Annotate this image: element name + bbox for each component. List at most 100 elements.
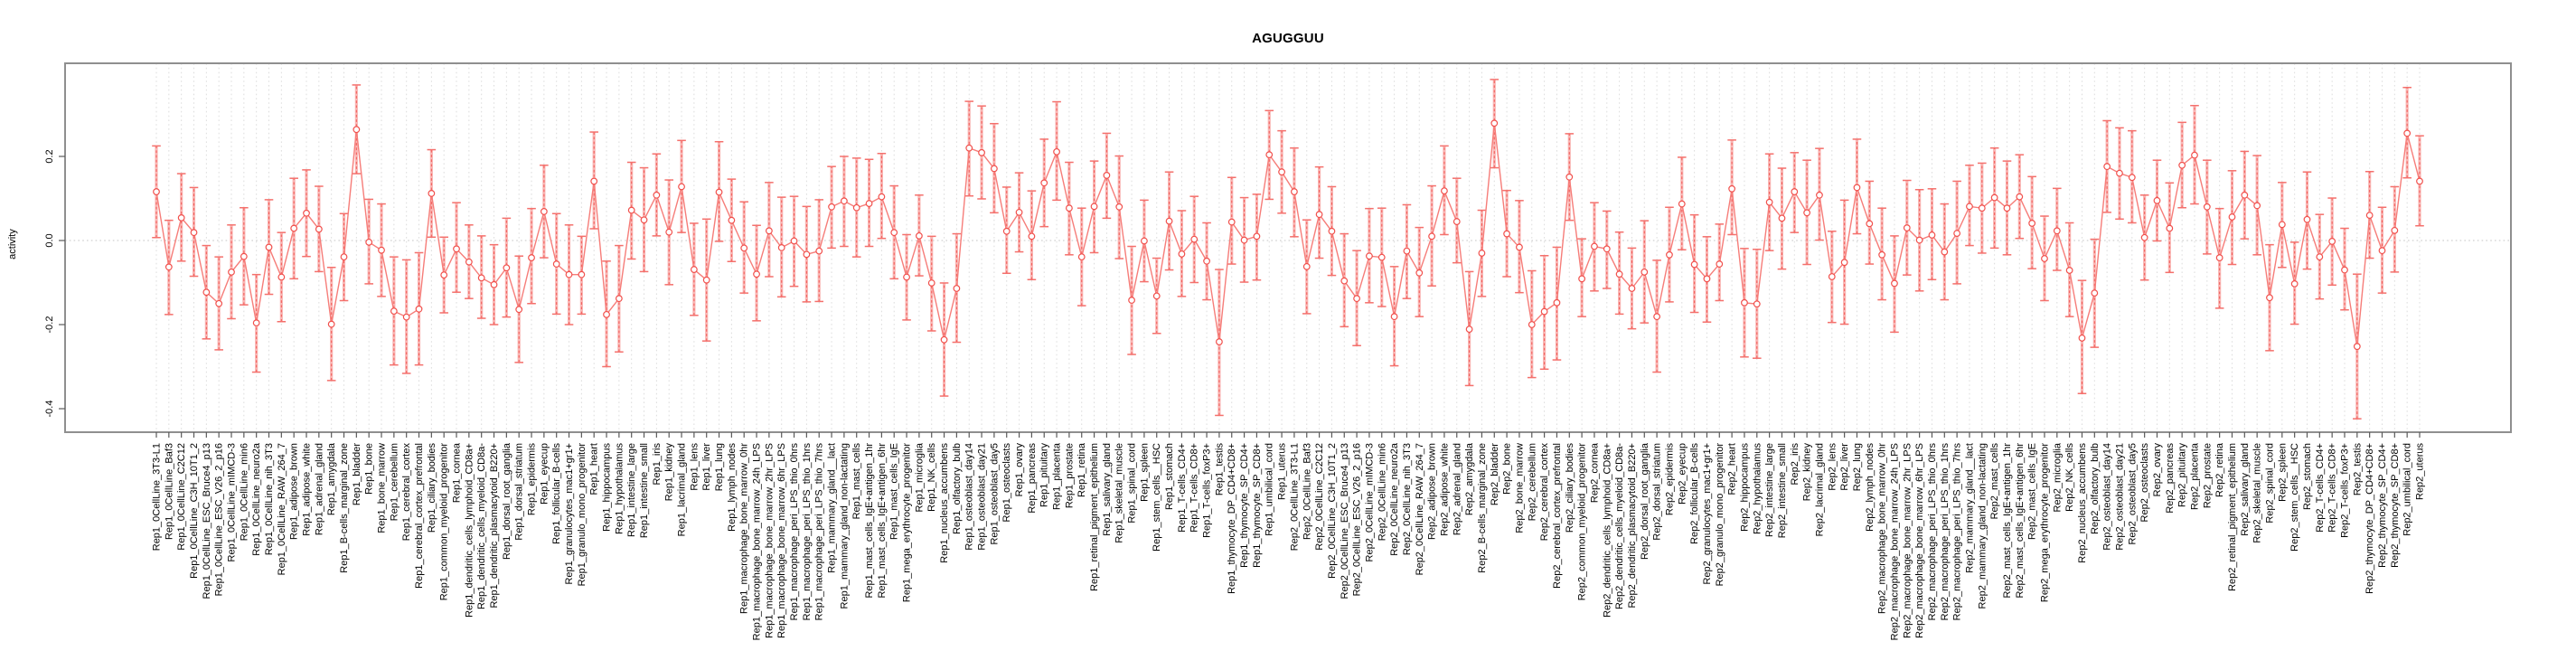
svg-text:Rep1_lens: Rep1_lens — [689, 443, 700, 491]
svg-text:Rep1_dorsal_root_ganglia: Rep1_dorsal_root_ganglia — [502, 442, 512, 560]
svg-text:Rep1_lymph_nodes: Rep1_lymph_nodes — [727, 443, 738, 532]
trend-line — [155, 123, 2421, 347]
svg-text:Rep2_dorsal_root_ganglia: Rep2_dorsal_root_ganglia — [1640, 442, 1650, 560]
svg-text:Rep2_mammary_gland__lact: Rep2_mammary_gland__lact — [1964, 443, 1975, 573]
svg-text:Rep2_granulo_mono_progenitor: Rep2_granulo_mono_progenitor — [1715, 443, 1725, 587]
svg-text:Rep1_0CellLine_ESC_V26_2_p16: Rep1_0CellLine_ESC_V26_2_p16 — [214, 443, 225, 596]
svg-text:Rep2_microglia: Rep2_microglia — [2052, 442, 2063, 512]
svg-text:Rep2_0CellLine_C3H_10T1_2: Rep2_0CellLine_C3H_10T1_2 — [1327, 443, 1338, 579]
svg-text:Rep2_retina: Rep2_retina — [2214, 442, 2225, 497]
svg-text:Rep2_0CellLine_neuro2a: Rep2_0CellLine_neuro2a — [1389, 442, 1400, 556]
svg-text:Rep1_adipose_white: Rep1_adipose_white — [302, 443, 313, 536]
svg-text:Rep1_bone_marrow: Rep1_bone_marrow — [377, 443, 388, 533]
svg-text:Rep2_dendritic_cells_lymphoid_: Rep2_dendritic_cells_lymphoid_CD8a+ — [1602, 443, 1612, 618]
svg-text:Rep1_stem_cells__HSC: Rep1_stem_cells__HSC — [1152, 443, 1162, 552]
svg-text:Rep2_0CellLine_ESC_V26_2_p16: Rep2_0CellLine_ESC_V26_2_p16 — [1352, 443, 1363, 596]
svg-text:Rep2_0CellLine_ESC_Bruce4_p13: Rep2_0CellLine_ESC_Bruce4_p13 — [1340, 443, 1350, 599]
x-axis-category-labels: Rep1_0CellLine_3T3-L1 Rep1_0CellLine_Baf3… — [152, 442, 2426, 640]
svg-text:Rep2_placenta: Rep2_placenta — [2189, 442, 2200, 510]
svg-text:Rep1_nucleus_accumbens: Rep1_nucleus_accumbens — [939, 443, 950, 563]
axis-tick-marks — [59, 156, 2421, 438]
svg-text:Rep2_heart: Rep2_heart — [1727, 443, 1738, 495]
svg-text:Rep2_pancreas: Rep2_pancreas — [2165, 443, 2176, 514]
svg-text:Rep1_0CellLine_RAW_264_7: Rep1_0CellLine_RAW_264_7 — [277, 443, 287, 575]
svg-text:Rep2_skeletal_muscle: Rep2_skeletal_muscle — [2252, 443, 2263, 543]
svg-text:Rep2_spleen: Rep2_spleen — [2277, 443, 2288, 502]
svg-text:Rep1_macrophage_peri_LPS_thio_: Rep1_macrophage_peri_LPS_thio_7hrs — [814, 443, 825, 621]
svg-text:Rep1_placenta: Rep1_placenta — [1052, 442, 1063, 510]
svg-text:Rep2_dorsal_striatum: Rep2_dorsal_striatum — [1652, 443, 1663, 541]
svg-text:Rep2_mammary_gland_non-lactati: Rep2_mammary_gland_non-lactating — [1977, 443, 1988, 609]
svg-text:Rep2_testis: Rep2_testis — [2352, 443, 2363, 496]
svg-text:Rep1_lung: Rep1_lung — [714, 443, 725, 491]
svg-text:Rep1_mast_cells_IgE+antigen_6h: Rep1_mast_cells_IgE+antigen_6hr — [877, 443, 888, 599]
svg-text:Rep2_stem_cells__HSC: Rep2_stem_cells__HSC — [2289, 443, 2300, 552]
svg-text:Rep1_amygdala: Rep1_amygdala — [326, 442, 337, 515]
svg-text:Rep2_macrophage_bone_marrow_6h: Rep2_macrophage_bone_marrow_6hr_LPS — [1914, 443, 1925, 638]
svg-text:Rep2_lymph_nodes: Rep2_lymph_nodes — [1865, 443, 1876, 532]
svg-text:Rep1_osteoblast_day5: Rep1_osteoblast_day5 — [989, 443, 1000, 545]
svg-text:Rep1_uterus: Rep1_uterus — [1277, 443, 1288, 500]
svg-text:Rep1_0CellLine_nih_3T3: Rep1_0CellLine_nih_3T3 — [264, 443, 275, 555]
svg-text:Rep2_cornea: Rep2_cornea — [1589, 442, 1600, 503]
svg-text:Rep1_0CellLine_neuro2a: Rep1_0CellLine_neuro2a — [251, 442, 262, 556]
svg-text:Rep2_pituitary: Rep2_pituitary — [2177, 443, 2188, 507]
svg-text:Rep2_macrophage_peri_LPS_thio_: Rep2_macrophage_peri_LPS_thio_7hrs — [1952, 443, 1963, 621]
svg-text:Rep1_dendritic_plasmacytoid_B2: Rep1_dendritic_plasmacytoid_B220+ — [489, 443, 500, 609]
svg-text:Rep2_0CellLine_min6: Rep2_0CellLine_min6 — [1377, 443, 1387, 541]
svg-text:Rep1_T-cells_CD8+: Rep1_T-cells_CD8+ — [1189, 443, 1200, 533]
svg-text:Rep1_bladder: Rep1_bladder — [352, 443, 362, 505]
svg-text:Rep2_iris: Rep2_iris — [1790, 443, 1800, 486]
svg-text:0.0: 0.0 — [44, 233, 55, 247]
svg-text:Rep2_T-cells_foxP3+: Rep2_T-cells_foxP3+ — [2339, 443, 2350, 538]
data-points — [153, 119, 2423, 351]
svg-text:Rep1_osteoclasts: Rep1_osteoclasts — [1001, 443, 1012, 523]
svg-text:Rep1_mammary_gland__lact: Rep1_mammary_gland__lact — [827, 443, 838, 573]
svg-text:Rep1_mast_cells_IgE+antigen_1h: Rep1_mast_cells_IgE+antigen_1hr — [864, 443, 875, 599]
svg-text:Rep1_bone: Rep1_bone — [364, 443, 375, 495]
chart-title: AGUGGUU — [1252, 31, 1324, 46]
svg-text:Rep1_adipose_brown: Rep1_adipose_brown — [289, 443, 300, 540]
svg-text:Rep2_intestine_large: Rep2_intestine_large — [1764, 443, 1775, 537]
error-bar-dashed-lines — [155, 79, 2421, 420]
svg-text:Rep2_T-cells_CD4+: Rep2_T-cells_CD4+ — [2315, 443, 2326, 533]
svg-text:Rep1_osteoblast_day14: Rep1_osteoblast_day14 — [964, 443, 975, 551]
svg-text:Rep2_macrophage_bone_marrow_2h: Rep2_macrophage_bone_marrow_2hr_LPS — [1902, 443, 1913, 638]
svg-text:Rep1_adrenal_gland: Rep1_adrenal_gland — [314, 443, 324, 535]
svg-text:Rep2_amygdala: Rep2_amygdala — [1464, 442, 1475, 515]
svg-text:Rep2_osteoclasts: Rep2_osteoclasts — [2139, 443, 2150, 523]
category-gridlines — [155, 63, 2421, 432]
svg-text:Rep1_eyecup: Rep1_eyecup — [539, 443, 550, 505]
svg-text:Rep1_spinal_cord: Rep1_spinal_cord — [1127, 443, 1138, 524]
svg-text:Rep1_microglia: Rep1_microglia — [914, 442, 925, 512]
svg-text:-0.4: -0.4 — [44, 401, 55, 418]
svg-text:Rep2_adipose_white: Rep2_adipose_white — [1439, 443, 1450, 536]
svg-text:Rep1_intestine_small: Rep1_intestine_small — [639, 443, 650, 538]
svg-text:Rep2_liver: Rep2_liver — [1839, 443, 1850, 491]
svg-text:Rep2_ciliary_bodies: Rep2_ciliary_bodies — [1565, 443, 1575, 533]
svg-text:Rep2_salivary_gland: Rep2_salivary_gland — [2240, 443, 2251, 536]
svg-text:Rep2_osteoblast_day21: Rep2_osteoblast_day21 — [2114, 443, 2125, 551]
svg-text:Rep1_epidermis: Rep1_epidermis — [527, 443, 538, 516]
svg-text:Rep1_pancreas: Rep1_pancreas — [1027, 443, 1038, 514]
svg-text:Rep2_umbilical_cord: Rep2_umbilical_cord — [2402, 443, 2413, 536]
svg-text:Rep2_0CellLine_mIMCD-3: Rep2_0CellLine_mIMCD-3 — [1364, 443, 1375, 561]
svg-text:Rep1_0CellLine_3T3-L1: Rep1_0CellLine_3T3-L1 — [152, 443, 163, 551]
svg-text:Rep2_stomach: Rep2_stomach — [2302, 443, 2313, 510]
svg-text:Rep1_iris: Rep1_iris — [652, 443, 663, 486]
svg-text:Rep2_kidney: Rep2_kidney — [1802, 443, 1813, 502]
svg-text:-0.2: -0.2 — [44, 316, 55, 334]
svg-text:Rep2_mast_cells_IgE+antigen_6h: Rep2_mast_cells_IgE+antigen_6hr — [2015, 443, 2026, 599]
svg-text:Rep2_common_myeloid_progenitor: Rep2_common_myeloid_progenitor — [1577, 443, 1588, 601]
svg-text:Rep2_eyecup: Rep2_eyecup — [1677, 443, 1688, 505]
svg-text:Rep1_follicular_B-cells: Rep1_follicular_B-cells — [551, 443, 562, 544]
svg-text:Rep2_thymocyte_SP_CD4+: Rep2_thymocyte_SP_CD4+ — [2377, 443, 2388, 568]
svg-text:Rep2_granulocytes_mac1+gr1+: Rep2_granulocytes_mac1+gr1+ — [1702, 443, 1713, 585]
svg-text:Rep1_cerebellum: Rep1_cerebellum — [389, 443, 400, 521]
error-bar-bands — [155, 79, 2421, 420]
svg-text:Rep2_lung: Rep2_lung — [1852, 443, 1863, 491]
svg-text:Rep2_olfactory_bulb: Rep2_olfactory_bulb — [2090, 443, 2101, 534]
svg-text:Rep1_macrophage_bone_marrow_24: Rep1_macrophage_bone_marrow_24h_LPS — [752, 443, 763, 640]
svg-text:Rep1_heart: Rep1_heart — [589, 443, 600, 495]
